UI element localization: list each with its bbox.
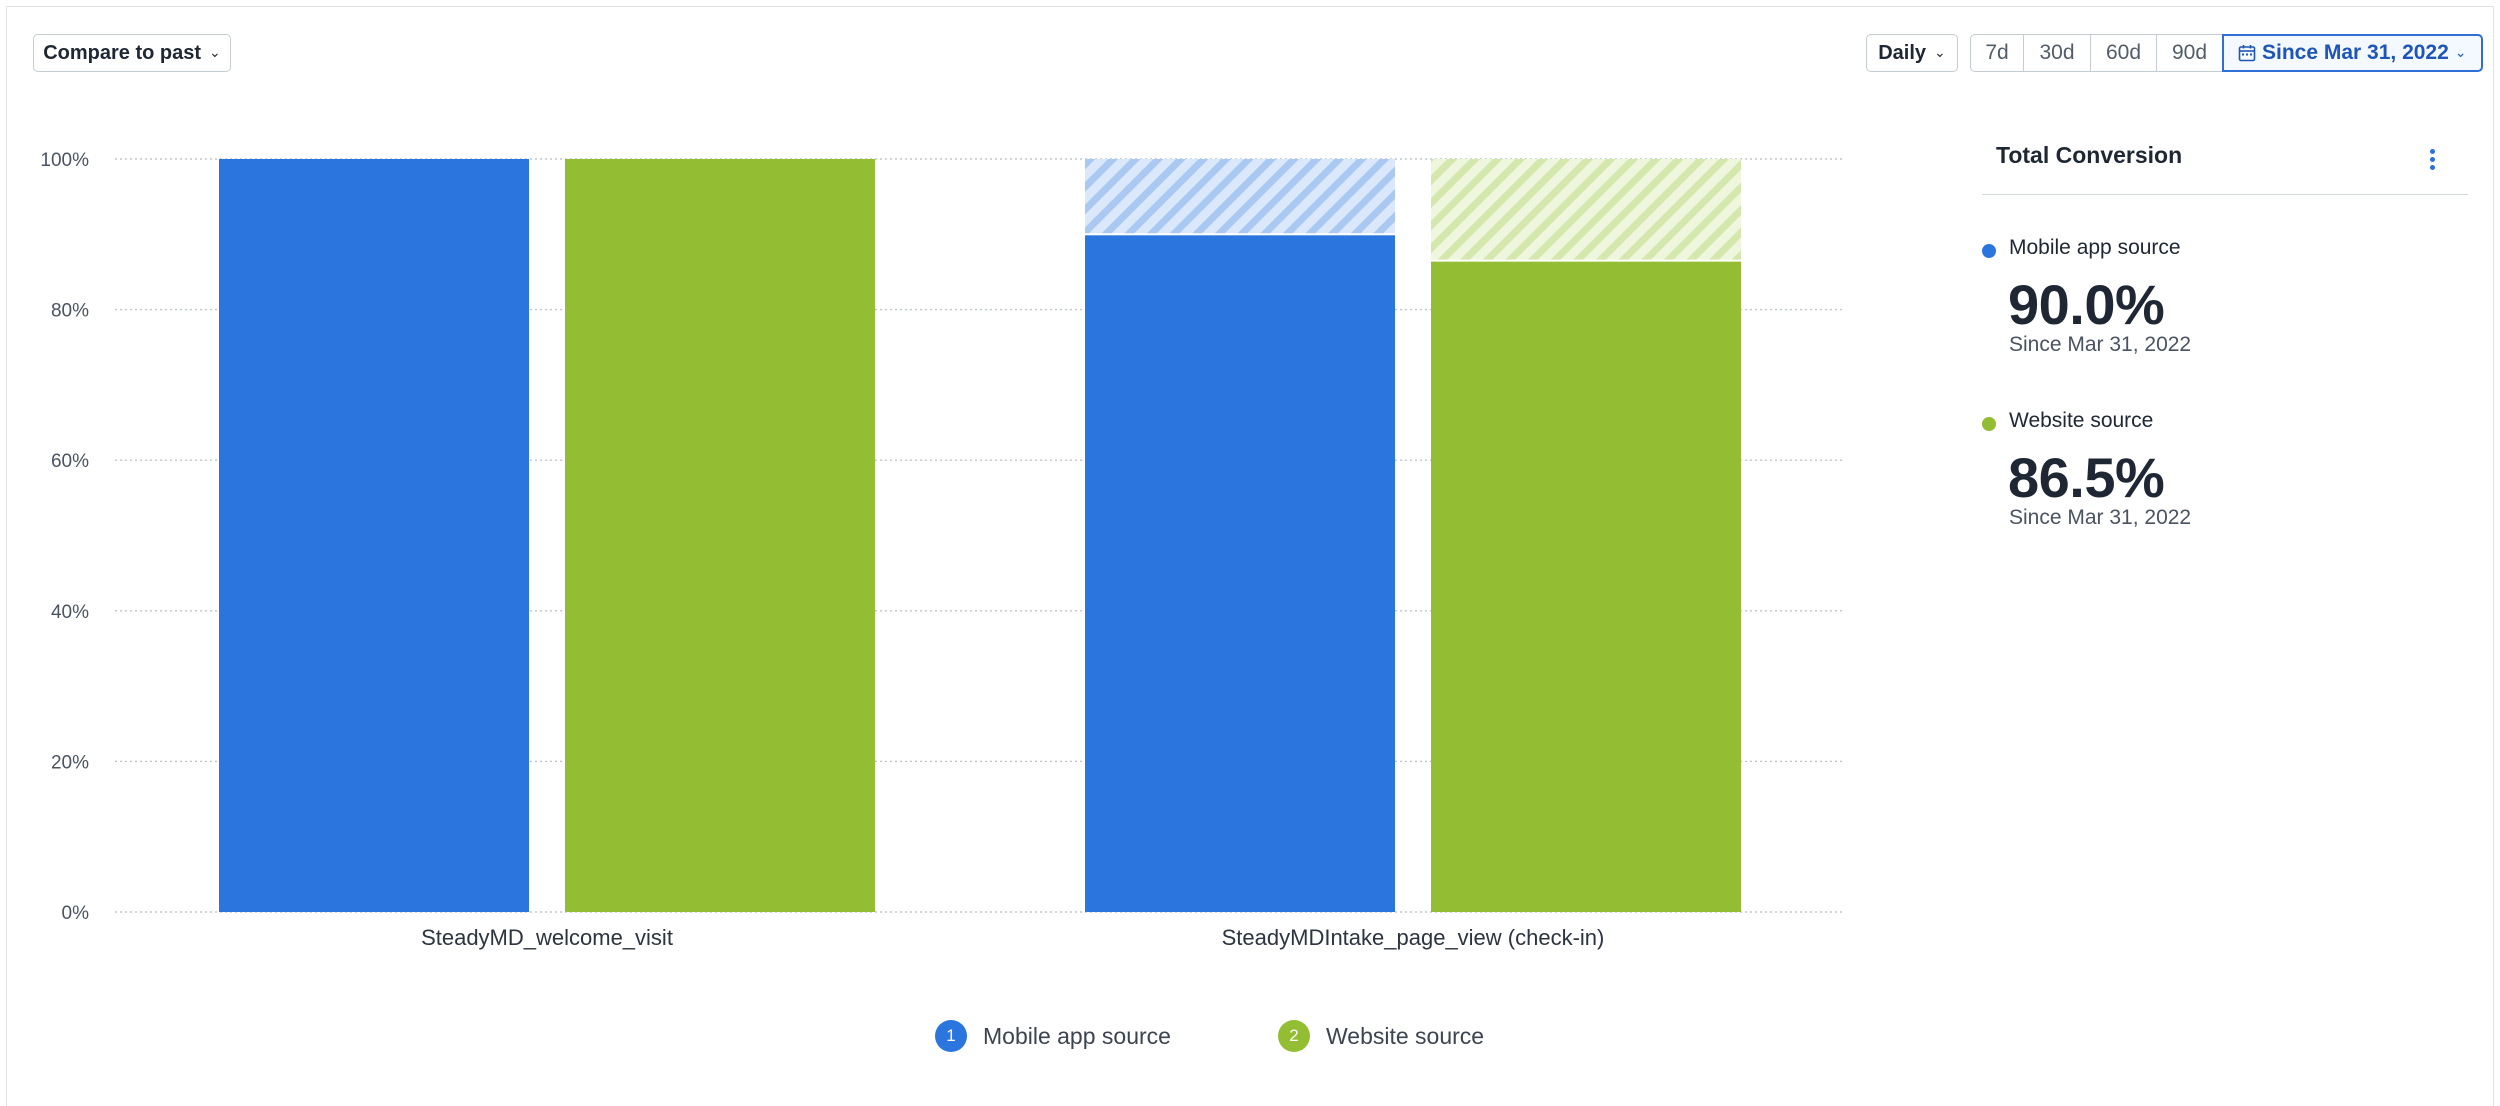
metric-value: 90.0%: [2008, 273, 2165, 336]
custom-range-label: Since Mar 31, 2022: [2262, 41, 2449, 64]
compare-to-past-button[interactable]: Compare to past ⌄: [33, 34, 231, 72]
series-dot: [1982, 417, 1996, 431]
conversion-bar-chart: 0% 20% 40% 60% 80% 100% SteadyMD_welcome_visit…: [40, 150, 1845, 950]
bar-mobile[interactable]: [219, 159, 529, 912]
more-options-icon[interactable]: [2424, 146, 2440, 172]
chart-card: [6, 6, 2494, 1106]
legend-badge: 1: [935, 1020, 967, 1052]
bar-dropoff-website[interactable]: [1431, 159, 1741, 261]
x-category-label: SteadyMDIntake_page_view (check-in): [1222, 925, 1605, 950]
y-tick-label: 80%: [51, 301, 89, 322]
legend-item-mobile[interactable]: 1 Mobile app source: [935, 1020, 1171, 1052]
panel-title: Total Conversion: [1996, 142, 2183, 168]
interval-dropdown[interactable]: Daily ⌄: [1866, 34, 1958, 72]
range-7d-button[interactable]: 7d: [1970, 34, 2024, 72]
date-range-selector: 7d 30d 60d 90d Since Mar 31, 2022 ⌄: [1970, 34, 2483, 72]
bar-mobile[interactable]: [1085, 235, 1395, 913]
calendar-icon: [2238, 45, 2256, 62]
y-tick-label: 0%: [62, 903, 90, 924]
metric-label: Website source: [2009, 409, 2154, 432]
y-tick-label: 40%: [51, 602, 89, 623]
y-tick-label: 60%: [51, 451, 89, 472]
range-60d-button[interactable]: 60d: [2090, 34, 2157, 72]
y-tick-label: 20%: [51, 752, 89, 773]
range-30d-button[interactable]: 30d: [2023, 34, 2091, 72]
series-dot: [1982, 244, 1996, 258]
y-tick-label: 100%: [40, 150, 89, 171]
range-90d-button[interactable]: 90d: [2156, 34, 2223, 72]
legend-label: Mobile app source: [983, 1022, 1171, 1049]
custom-range-button[interactable]: Since Mar 31, 2022 ⌄: [2222, 34, 2483, 72]
chevron-down-icon: ⌄: [2454, 43, 2467, 60]
metric-value: 86.5%: [2008, 446, 2165, 509]
metric-period: Since Mar 31, 2022: [2009, 506, 2192, 529]
panel-divider: [1982, 194, 2468, 195]
x-category-label: SteadyMD_welcome_visit: [421, 925, 673, 950]
chevron-down-icon: ⌄: [1934, 43, 1946, 60]
bar-website[interactable]: [1431, 261, 1741, 912]
legend-item-website[interactable]: 2 Website source: [1278, 1020, 1484, 1052]
metric-label: Mobile app source: [2009, 236, 2181, 259]
compare-to-past-label: Compare to past: [43, 41, 202, 64]
legend-label: Website source: [1326, 1022, 1485, 1049]
interval-label: Daily: [1878, 41, 1927, 64]
bar-website[interactable]: [565, 159, 875, 912]
bar-dropoff-mobile[interactable]: [1085, 159, 1395, 235]
chevron-down-icon: ⌄: [209, 43, 221, 60]
metric-period: Since Mar 31, 2022: [2009, 333, 2192, 356]
legend-badge: 2: [1278, 1020, 1310, 1052]
